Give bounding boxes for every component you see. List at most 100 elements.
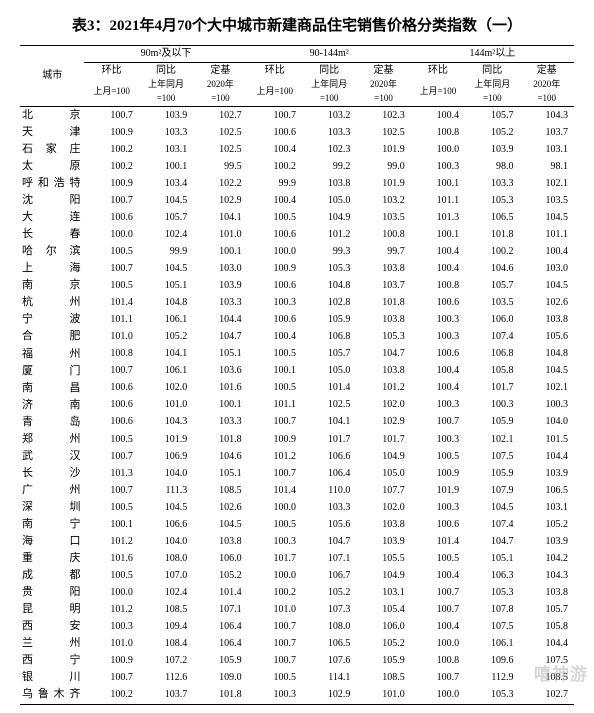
base-header: 2020年 [356, 78, 410, 92]
value-cell: 103.7 [356, 277, 410, 294]
value-cell: 105.9 [193, 652, 247, 669]
value-cell: 106.6 [139, 516, 193, 533]
value-cell: 100.6 [248, 226, 302, 243]
table-row: 银 川100.7112.6109.0100.5114.1108.5100.711… [20, 669, 574, 686]
value-cell: 100.7 [248, 465, 302, 482]
value-cell: 100.2 [248, 158, 302, 175]
value-cell: 105.7 [519, 601, 574, 618]
value-cell: 103.9 [356, 533, 410, 550]
value-cell: 103.8 [356, 311, 410, 328]
value-cell: 102.4 [139, 226, 193, 243]
value-cell: 100.4 [519, 243, 574, 260]
base-header: =100 [465, 92, 519, 106]
city-cell: 南 京 [20, 277, 84, 294]
value-cell: 101.0 [139, 397, 193, 414]
value-cell: 100.6 [84, 209, 138, 226]
value-cell: 105.0 [302, 363, 356, 380]
value-cell: 100.4 [411, 243, 465, 260]
value-cell: 101.7 [302, 431, 356, 448]
value-cell: 107.3 [302, 601, 356, 618]
value-cell: 107.1 [193, 601, 247, 618]
value-cell: 104.5 [193, 516, 247, 533]
city-cell: 合 肥 [20, 328, 84, 345]
value-cell: 101.9 [139, 431, 193, 448]
value-cell: 101.2 [302, 226, 356, 243]
city-cell: 南 宁 [20, 516, 84, 533]
value-cell: 105.7 [302, 346, 356, 363]
value-cell: 100.9 [248, 431, 302, 448]
value-cell: 105.9 [302, 311, 356, 328]
value-cell: 104.8 [302, 277, 356, 294]
value-cell: 108.5 [139, 601, 193, 618]
value-cell: 100.6 [84, 380, 138, 397]
value-cell: 100.7 [84, 260, 138, 277]
value-cell: 99.5 [193, 158, 247, 175]
value-cell: 102.9 [302, 686, 356, 704]
value-cell: 104.3 [519, 567, 574, 584]
table-row: 成 都100.5107.0105.2100.0106.7104.9100.410… [20, 567, 574, 584]
city-cell: 乌鲁木齐 [20, 686, 84, 704]
value-cell: 100.7 [248, 618, 302, 635]
value-cell: 101.4 [302, 380, 356, 397]
value-cell: 103.0 [519, 260, 574, 277]
sub-header: 定基 [519, 62, 574, 78]
value-cell: 102.7 [519, 686, 574, 704]
table-row: 杭 州101.4104.8103.3100.3102.8101.8100.610… [20, 294, 574, 311]
value-cell: 101.1 [411, 192, 465, 209]
city-cell: 武 汉 [20, 448, 84, 465]
value-cell: 103.5 [356, 209, 410, 226]
value-cell: 105.8 [465, 363, 519, 380]
value-cell: 103.9 [519, 533, 574, 550]
value-cell: 100.7 [248, 414, 302, 431]
value-cell: 106.4 [302, 465, 356, 482]
value-cell: 102.3 [302, 141, 356, 158]
value-cell: 100.5 [84, 499, 138, 516]
value-cell: 103.3 [465, 175, 519, 192]
table-row: 广 州100.7111.3108.5101.4110.0107.7101.910… [20, 482, 574, 499]
base-header: =100 [356, 92, 410, 106]
value-cell: 104.5 [519, 277, 574, 294]
value-cell: 99.2 [302, 158, 356, 175]
value-cell: 100.7 [84, 669, 138, 686]
table-row: 哈尔滨100.599.9100.1100.099.399.7100.4100.2… [20, 243, 574, 260]
value-cell: 108.4 [139, 635, 193, 652]
base-header: =100 [193, 92, 247, 106]
city-cell: 重 庆 [20, 550, 84, 567]
value-cell: 100.6 [411, 346, 465, 363]
value-cell: 100.3 [411, 311, 465, 328]
value-cell: 105.4 [356, 601, 410, 618]
city-cell: 宁 波 [20, 311, 84, 328]
city-cell: 沈 阳 [20, 192, 84, 209]
value-cell: 100.2 [84, 158, 138, 175]
value-cell: 104.3 [519, 106, 574, 124]
value-cell: 103.3 [193, 294, 247, 311]
value-cell: 103.7 [139, 686, 193, 704]
price-index-table: 城市 90m²及以下 90-144m² 144m²以上 环比 同比 定基 环比 … [20, 45, 574, 705]
value-cell: 104.5 [139, 260, 193, 277]
value-cell: 106.3 [465, 567, 519, 584]
city-cell: 青 岛 [20, 414, 84, 431]
value-cell: 101.0 [193, 226, 247, 243]
value-cell: 101.9 [356, 175, 410, 192]
value-cell: 104.1 [139, 346, 193, 363]
value-cell: 103.0 [193, 260, 247, 277]
value-cell: 104.5 [139, 192, 193, 209]
city-cell: 南 昌 [20, 380, 84, 397]
table-row: 济 南100.6101.0100.1101.1102.5102.0100.310… [20, 397, 574, 414]
value-cell: 109.4 [139, 618, 193, 635]
value-cell: 100.7 [248, 106, 302, 124]
value-cell: 100.4 [411, 380, 465, 397]
value-cell: 101.1 [84, 311, 138, 328]
value-cell: 102.8 [302, 294, 356, 311]
value-cell: 105.1 [193, 346, 247, 363]
value-cell: 107.9 [465, 482, 519, 499]
value-cell: 100.6 [248, 277, 302, 294]
value-cell: 102.1 [465, 431, 519, 448]
table-row: 南 昌100.6102.0101.6100.5101.4101.2100.410… [20, 380, 574, 397]
value-cell: 103.4 [139, 175, 193, 192]
base-header: 上月=100 [84, 78, 138, 106]
value-cell: 104.5 [139, 499, 193, 516]
city-cell: 北 京 [20, 106, 84, 124]
value-cell: 100.3 [465, 397, 519, 414]
value-cell: 98.1 [519, 158, 574, 175]
